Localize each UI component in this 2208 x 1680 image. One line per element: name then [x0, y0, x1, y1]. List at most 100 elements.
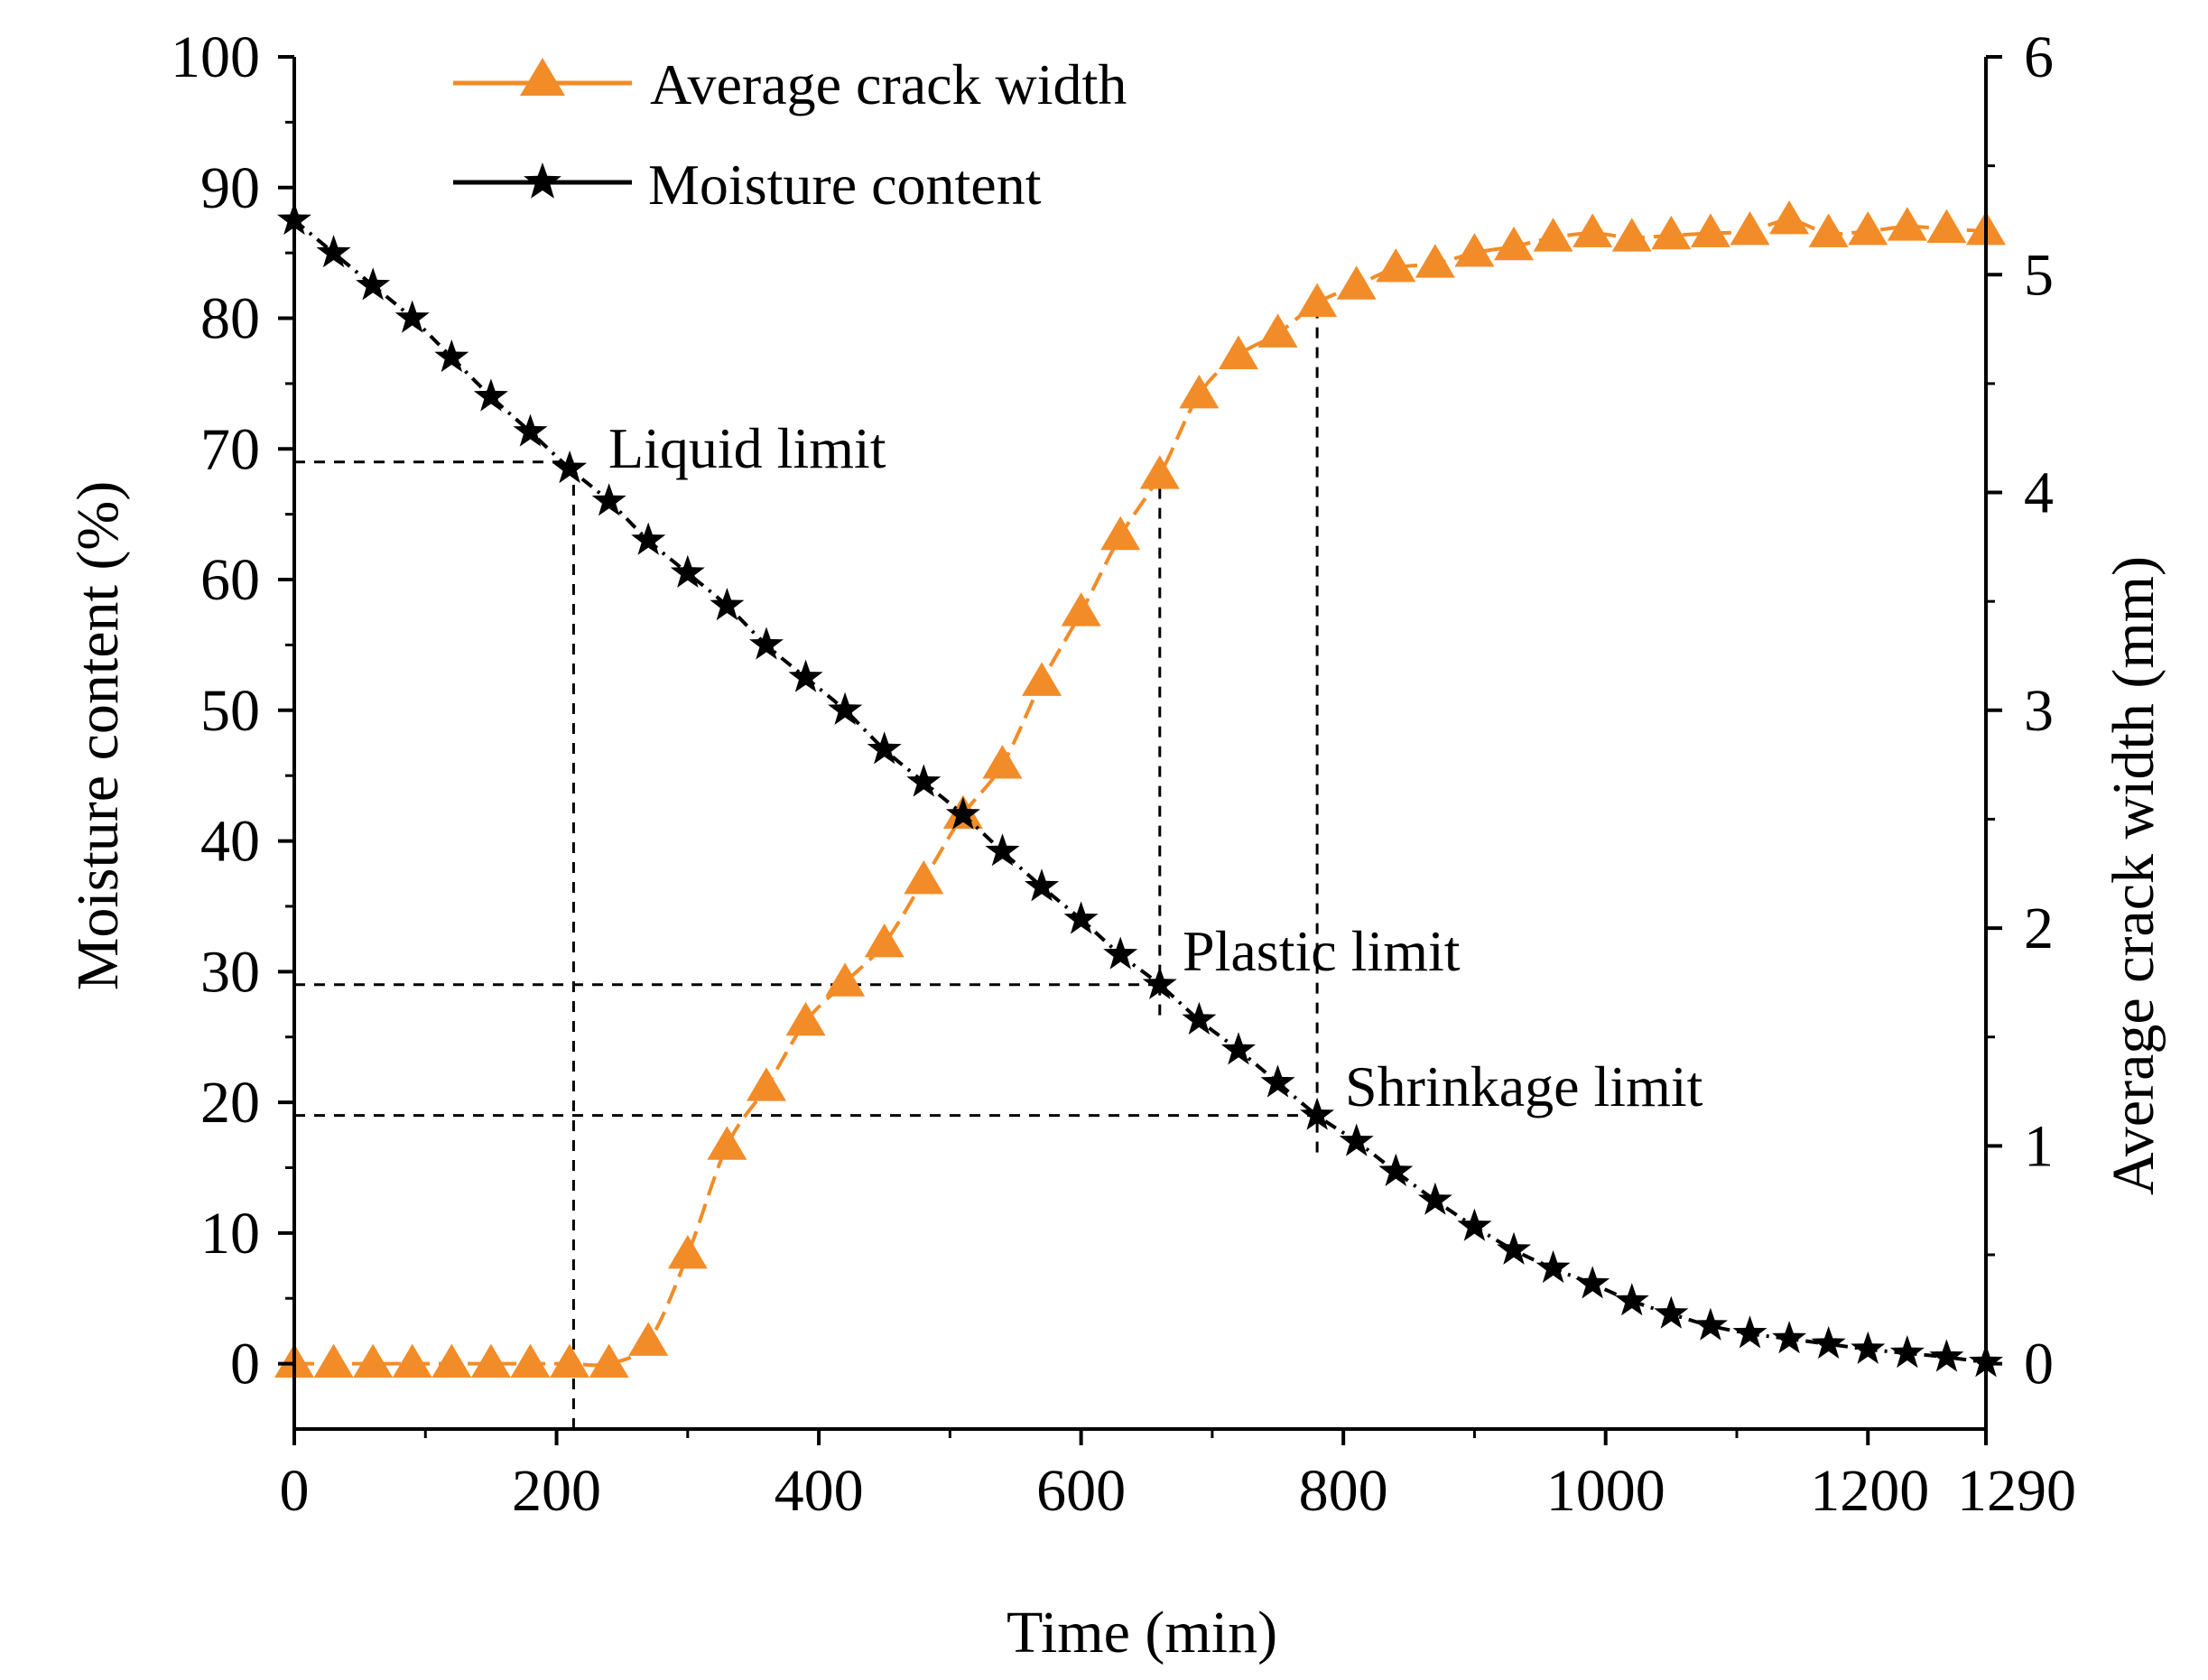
data-point-moisture — [1025, 868, 1060, 902]
data-point-moisture — [552, 450, 588, 484]
data-point-crack-width — [1494, 226, 1535, 261]
data-point-moisture — [631, 522, 666, 555]
legend: Average crack width Moisture content — [453, 52, 1127, 217]
data-point-moisture — [394, 300, 430, 333]
data-point-crack-width — [1848, 211, 1888, 246]
reference-lines — [294, 302, 1319, 1429]
data-point-moisture — [1693, 1307, 1728, 1341]
x-tick-label: 600 — [1036, 1458, 1126, 1524]
data-point-moisture — [749, 627, 784, 660]
y-right-tick-label: 2 — [2024, 896, 2054, 961]
y-left-tick-label: 20 — [200, 1070, 260, 1136]
x-tick-label: 1290 — [1957, 1458, 2076, 1524]
y-left-tick-label: 60 — [200, 547, 260, 613]
x-tick-label: 1200 — [1810, 1458, 1929, 1524]
series-layer — [274, 200, 2006, 1378]
y-right-tick-label: 3 — [2024, 678, 2054, 744]
data-point-crack-width — [864, 923, 905, 958]
data-point-moisture — [1339, 1123, 1374, 1156]
data-point-moisture — [1142, 966, 1177, 999]
data-point-moisture — [1457, 1208, 1492, 1241]
y-left-tick-label: 30 — [200, 939, 260, 1005]
data-point-moisture — [1575, 1266, 1610, 1299]
data-point-crack-width — [982, 745, 1023, 779]
data-point-moisture — [356, 267, 391, 301]
data-point-moisture — [1654, 1295, 1689, 1329]
data-point-moisture — [867, 731, 902, 765]
data-point-moisture — [1417, 1182, 1452, 1215]
data-point-crack-width — [1573, 213, 1613, 247]
series-line-moisture — [292, 218, 1987, 1365]
data-point-crack-width — [392, 1343, 432, 1378]
data-point-crack-width — [1690, 213, 1730, 247]
data-point-moisture — [1300, 1097, 1335, 1130]
data-point-crack-width — [785, 1001, 826, 1036]
data-point-crack-width — [1651, 215, 1692, 250]
data-point-moisture — [945, 796, 980, 830]
data-point-crack-width — [1022, 662, 1062, 696]
data-point-crack-width — [707, 1126, 747, 1160]
series-line-crack-width — [294, 218, 1987, 1368]
annotation-shrinkage-limit: Shrinkage limit — [1345, 1054, 1703, 1118]
data-point-moisture — [1772, 1321, 1807, 1354]
data-point-crack-width — [431, 1343, 472, 1378]
y-right-axis-title: Average crack width (mm) — [2101, 556, 2166, 1195]
y-left-tick-label: 70 — [200, 416, 260, 482]
y-right-tick-label: 5 — [2024, 242, 2054, 308]
x-tick-label: 0 — [280, 1458, 310, 1524]
y-right-tick-label: 1 — [2024, 1113, 2054, 1179]
data-point-moisture — [591, 483, 626, 516]
data-point-crack-width — [1926, 209, 1967, 244]
data-point-moisture — [1378, 1153, 1414, 1186]
data-point-moisture — [985, 833, 1020, 867]
annotation-liquid-limit: Liquid limit — [608, 416, 886, 480]
data-point-crack-width — [1061, 592, 1101, 627]
data-point-moisture — [1063, 901, 1099, 934]
y-right-tick-label: 4 — [2024, 460, 2054, 526]
y-left-axis-title: Moisture content (%) — [65, 481, 131, 991]
data-point-moisture — [434, 339, 469, 373]
axes: 0 200 400 600 800 1000 1200 1290010203040506070… — [171, 24, 2076, 1524]
data-point-crack-width — [470, 1343, 511, 1378]
data-point-crack-width — [1257, 313, 1298, 348]
data-point-moisture — [828, 691, 863, 725]
data-point-crack-width — [667, 1234, 708, 1269]
data-point-crack-width — [1887, 207, 1927, 241]
data-point-crack-width — [825, 962, 866, 997]
data-point-crack-width — [1454, 233, 1495, 267]
data-point-crack-width — [1139, 455, 1180, 489]
data-point-moisture — [1497, 1231, 1531, 1265]
x-tick-label: 200 — [512, 1458, 601, 1524]
data-point-moisture — [1889, 1335, 1925, 1369]
data-point-crack-width — [353, 1343, 394, 1378]
y-right-tick-label: 0 — [2024, 1332, 2054, 1397]
data-point-moisture — [513, 413, 548, 447]
annotations: Liquid limit Plastic limit Shrinkage lim… — [608, 416, 1703, 1118]
data-point-crack-width — [1376, 248, 1416, 283]
data-point-crack-width — [550, 1343, 590, 1378]
data-point-moisture — [1811, 1325, 1846, 1360]
data-point-moisture — [1929, 1339, 1964, 1372]
data-point-moisture — [670, 554, 705, 588]
legend-marker-star — [524, 162, 561, 199]
data-point-crack-width — [1218, 335, 1258, 369]
legend-marker-triangle — [520, 58, 565, 96]
data-point-moisture — [316, 235, 351, 268]
y-left-tick-label: 80 — [200, 286, 260, 352]
data-point-crack-width — [1533, 218, 1573, 252]
data-point-moisture — [1535, 1249, 1571, 1284]
data-point-moisture — [788, 659, 823, 692]
data-point-crack-width — [1415, 244, 1455, 278]
x-tick-label: 400 — [775, 1458, 864, 1524]
data-point-moisture — [1103, 936, 1138, 970]
data-point-moisture — [1182, 1001, 1217, 1035]
y-left-tick-label: 100 — [171, 24, 260, 90]
y-left-tick-label: 10 — [200, 1201, 260, 1267]
y-right-tick-label: 6 — [2024, 24, 2054, 90]
data-point-crack-width — [904, 860, 944, 895]
y-left-tick-label: 40 — [200, 809, 260, 875]
data-point-crack-width — [1297, 283, 1338, 318]
data-point-moisture — [906, 764, 942, 797]
data-point-moisture — [710, 588, 745, 621]
data-point-crack-width — [589, 1343, 629, 1378]
